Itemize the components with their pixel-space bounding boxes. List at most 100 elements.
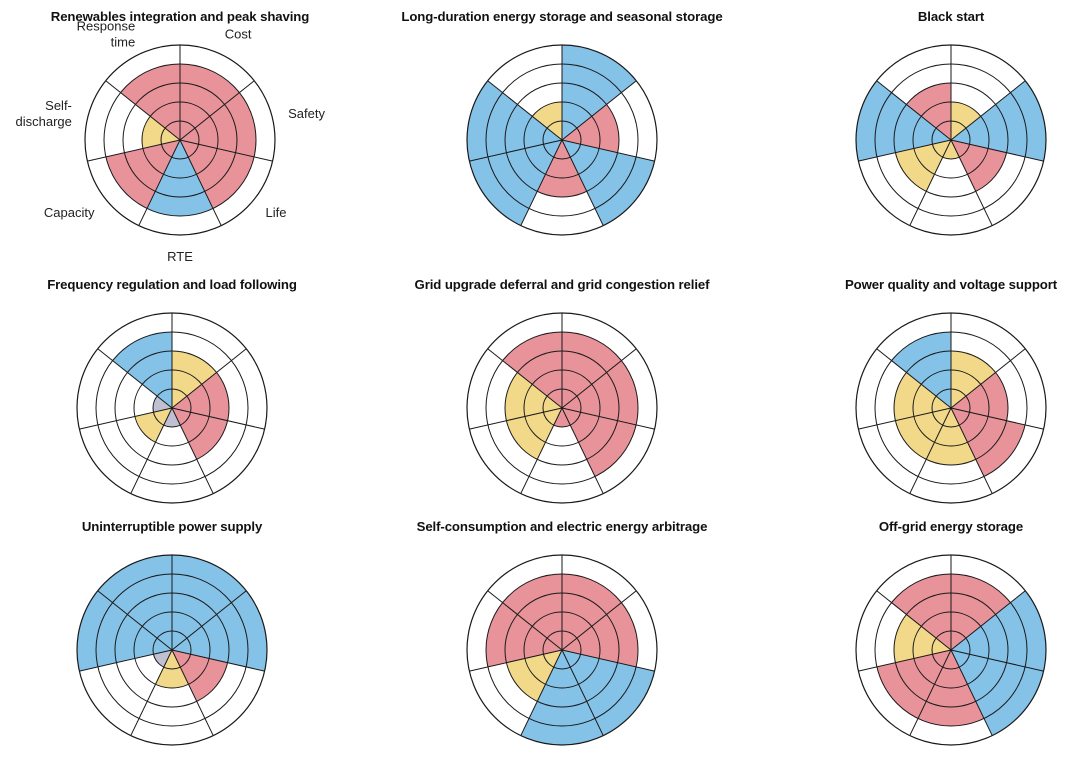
grid-spoke <box>950 590 1026 651</box>
sector-cost <box>951 574 1011 650</box>
sector-rte <box>520 650 604 745</box>
sector-self-discharge <box>466 80 562 162</box>
grid-spoke <box>858 139 952 162</box>
grid-spoke <box>171 348 247 409</box>
grid-spoke <box>171 590 247 651</box>
chart-title: Uninterruptible power supply <box>81 519 263 534</box>
chart-title: Black start <box>917 9 985 24</box>
grid-spoke <box>858 649 952 672</box>
sector-response-time <box>112 332 172 408</box>
panel-grid-upgrade: Grid upgrade deferral and grid congestio… <box>382 268 742 518</box>
grid-spoke <box>179 139 222 226</box>
polar-chart: Cost Safety Life RTE Capacity Self-discharge R… <box>16 19 326 264</box>
chart-title: Self-consumption and electric energy arb… <box>416 519 708 534</box>
grid-spoke <box>97 348 173 409</box>
axis-label: Response time <box>77 19 136 50</box>
polar-chart <box>855 554 1047 746</box>
grid-spoke <box>561 80 637 141</box>
grid-spoke <box>950 348 1026 409</box>
sector-self-discharge <box>505 372 562 421</box>
panel-power-quality: Power quality and voltage support <box>771 268 1080 518</box>
grid-spoke <box>950 139 993 226</box>
sector-response-time <box>891 332 951 408</box>
panel-off-grid: Off-grid energy storage <box>771 510 1080 760</box>
sector-safety <box>562 104 619 153</box>
sector-safety <box>172 590 268 672</box>
polar-chart <box>466 312 658 504</box>
grid-spoke <box>469 139 563 162</box>
grid-spoke <box>487 348 563 409</box>
chart-title: Grid upgrade deferral and grid congestio… <box>414 277 710 292</box>
axis-label: Cost <box>225 27 252 42</box>
grid-spoke <box>138 139 181 226</box>
sector-self-discharge <box>153 396 172 413</box>
axis-label: Safety <box>288 106 325 121</box>
axis-label: Life <box>266 205 287 220</box>
panel-frequency: Frequency regulation and load following <box>0 268 352 518</box>
sector-safety <box>951 80 1047 162</box>
sector-cost <box>951 102 981 140</box>
grid-spoke <box>171 407 214 494</box>
panel-long-duration: Long-duration energy storage and seasona… <box>382 0 742 250</box>
grid-spoke <box>561 348 637 409</box>
grid-spoke <box>561 139 604 226</box>
chart-title: Off-grid energy storage <box>878 519 1024 534</box>
sector-safety <box>172 372 229 421</box>
axis-label: Capacity <box>44 205 95 220</box>
grid-spoke <box>909 649 952 736</box>
chart-title: Power quality and voltage support <box>844 277 1058 292</box>
grid-spoke <box>520 407 563 494</box>
sector-cost <box>951 351 996 408</box>
grid-spoke <box>561 649 655 672</box>
panel-black-start: Black start <box>771 0 1080 250</box>
grid-spoke <box>487 590 563 651</box>
polar-chart <box>76 554 268 746</box>
polar-chart <box>466 44 658 236</box>
sector-cost <box>562 45 637 140</box>
sector-response-time <box>891 574 951 650</box>
polar-chart <box>76 312 268 504</box>
grid-spoke <box>561 139 655 162</box>
grid-spoke <box>179 139 273 162</box>
polar-chart <box>855 312 1047 504</box>
grid-spoke <box>950 407 993 494</box>
sector-self-discharge <box>855 80 951 162</box>
grid-spoke <box>171 649 214 736</box>
sector-rte <box>553 408 571 427</box>
grid-spoke <box>105 80 181 141</box>
sector-self-discharge <box>141 116 180 149</box>
sector-cost <box>180 64 240 140</box>
grid-spoke <box>561 649 604 736</box>
grid-spoke <box>469 407 563 430</box>
sector-rte <box>926 408 976 466</box>
sector-self-discharge <box>894 614 951 663</box>
sector-response-time <box>120 64 180 140</box>
grid-spoke <box>950 649 993 736</box>
grid-spoke <box>87 139 181 162</box>
grid-spoke <box>487 80 563 141</box>
grid-spoke <box>909 407 952 494</box>
grid-spoke <box>79 649 173 672</box>
grid-spoke <box>79 407 173 430</box>
grid-spoke <box>520 649 563 736</box>
sector-safety <box>951 590 1047 672</box>
sector-cost <box>562 332 622 408</box>
sector-rte <box>942 140 960 159</box>
panel-renewables: Renewables integration and peak shaving … <box>0 0 360 264</box>
chart-title: Renewables integration and peak shaving <box>50 9 310 24</box>
grid-spoke <box>876 590 952 651</box>
grid-spoke <box>561 407 604 494</box>
grid-spoke <box>876 80 952 141</box>
sector-self-discharge <box>76 590 172 672</box>
grid-spoke <box>950 649 1044 672</box>
grid-spoke <box>950 80 1026 141</box>
chart-title: Frequency regulation and load following <box>47 277 297 292</box>
grid-spoke <box>171 649 265 672</box>
panel-self-consumption: Self-consumption and electric energy arb… <box>382 510 742 760</box>
sector-response-time <box>906 83 951 140</box>
grid-spoke <box>130 407 173 494</box>
grid-spoke <box>97 590 173 651</box>
sector-cost <box>172 555 247 650</box>
grid-spoke <box>909 139 952 226</box>
sector-response-time <box>502 574 562 650</box>
